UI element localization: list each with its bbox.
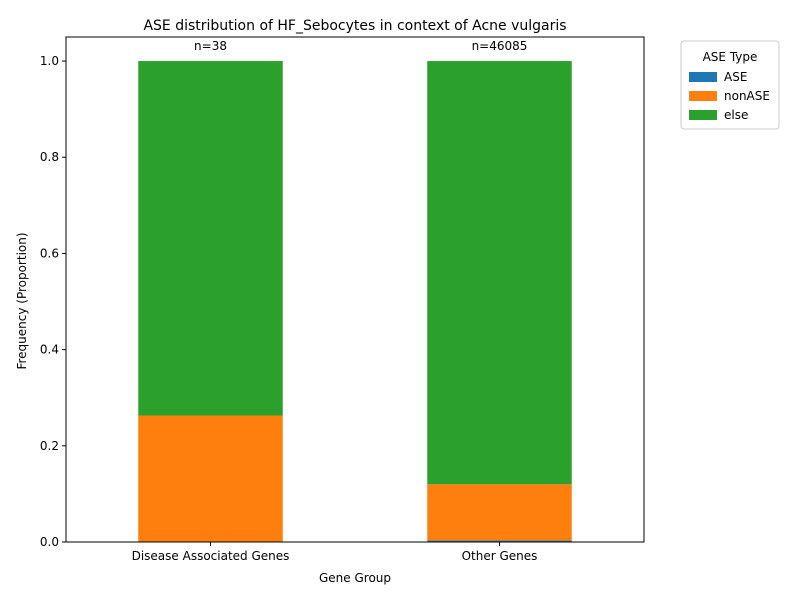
x-tick-label: Other Genes xyxy=(462,549,538,563)
legend-label-else: else xyxy=(724,108,748,122)
chart-title: ASE distribution of HF_Sebocytes in cont… xyxy=(143,18,566,34)
legend-swatch-else xyxy=(689,110,717,120)
legend-swatch-ase xyxy=(689,72,717,82)
bar-count-annotation: n=46085 xyxy=(472,39,528,53)
y-tick-label: 0.0 xyxy=(40,535,59,549)
legend-label-ase: ASE xyxy=(724,70,747,84)
legend: ASE Type ASE nonASE else xyxy=(680,40,780,130)
bar-else-1 xyxy=(138,61,283,416)
plot-area: n=38 Disease Associated Genes n=46085 Other… xyxy=(40,36,645,563)
y-tick-label: 0.8 xyxy=(40,150,59,164)
bar-ase-2 xyxy=(427,540,572,542)
x-tick-label: Disease Associated Genes xyxy=(132,549,290,563)
bar-nonase-1 xyxy=(138,415,283,542)
bar-else-2 xyxy=(427,61,572,485)
y-tick-label: 1.0 xyxy=(40,54,59,68)
y-tick-label: 0.4 xyxy=(40,343,59,357)
legend-frame xyxy=(680,40,780,130)
y-axis-label: Frequency (Proportion) xyxy=(15,232,29,369)
bar-nonase-2 xyxy=(427,484,572,541)
plot-frame xyxy=(65,36,645,543)
legend-title: ASE Type xyxy=(703,50,758,64)
y-tick-label: 0.6 xyxy=(40,246,59,260)
y-tick-label: 0.2 xyxy=(40,439,59,453)
bar-count-annotation: n=38 xyxy=(194,39,227,53)
x-axis-label: Gene Group xyxy=(319,571,391,585)
legend-label-nonase: nonASE xyxy=(724,89,770,103)
legend-swatch-nonase xyxy=(689,91,717,101)
